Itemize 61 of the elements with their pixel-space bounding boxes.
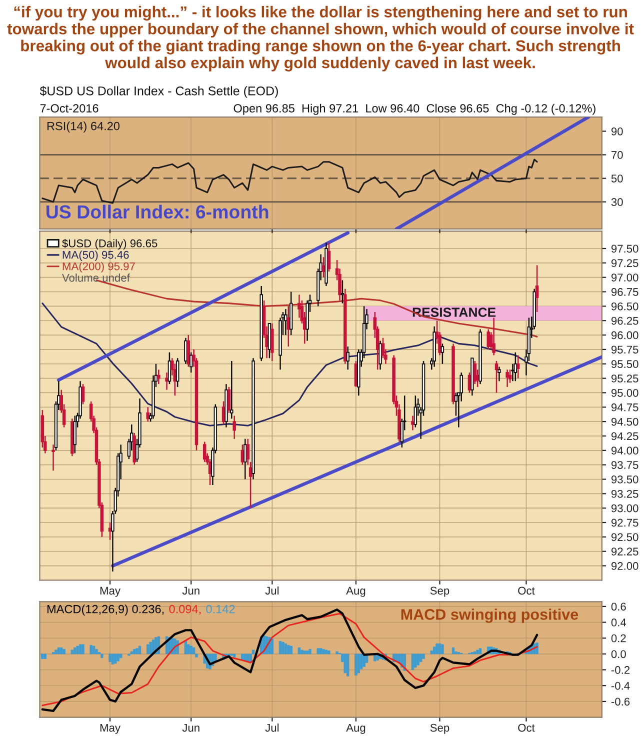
y-tick-label: 95.25 bbox=[611, 374, 638, 382]
y-tick-label: 0.0 bbox=[611, 650, 626, 658]
y-tick-label: 93.00 bbox=[611, 504, 638, 512]
y-tick-label: -0.2 bbox=[611, 666, 630, 674]
y-tick-label: 94.50 bbox=[611, 418, 638, 426]
y-tick-label: 30 bbox=[611, 198, 623, 206]
text: 0.094, bbox=[169, 604, 201, 615]
x-tick-label: May bbox=[100, 586, 120, 597]
chart-subtitle: $USD US Dollar Index - Cash Settle (EOD) bbox=[40, 86, 278, 98]
y-tick-label: 94.25 bbox=[611, 432, 638, 440]
y-tick-label: 92.50 bbox=[611, 533, 638, 542]
chart-title: “if you try you might...” - it looks like the dollar is stengthening here and set to run towards the upper boundary of the channel shown, which would of course involve it breaking out of the giant trading range shown on the 6-year chart. Such strength would also explain why gold suddenly caved in last week. bbox=[7, 6, 634, 72]
y-tick-label: 93.25 bbox=[611, 490, 638, 498]
y-tick-label: 94.00 bbox=[611, 446, 638, 455]
y-tick-label: 97.50 bbox=[611, 244, 638, 253]
y-tick-label: 96.00 bbox=[611, 331, 638, 340]
x-tick-label: Jun bbox=[182, 724, 200, 732]
legend-label: MA(200) 95.97 bbox=[62, 262, 135, 272]
x-tick-label: Sep bbox=[430, 586, 450, 597]
y-tick-label: 90 bbox=[611, 127, 623, 136]
y-tick-label: 94.75 bbox=[611, 403, 638, 412]
y-tick-label: 70 bbox=[611, 151, 623, 159]
x-tick-label: Aug bbox=[346, 586, 366, 597]
annotation: MACD swinging positive bbox=[401, 608, 578, 623]
x-tick-label: Oct bbox=[518, 724, 535, 732]
legend-label: $USD (Daily) 96.65 bbox=[62, 238, 158, 250]
y-tick-label: 97.00 bbox=[611, 274, 638, 282]
x-tick-label: Sep bbox=[430, 724, 450, 734]
y-tick-label: 96.25 bbox=[611, 316, 638, 325]
y-tick-label: 95.75 bbox=[611, 346, 638, 354]
x-tick-label: Jun bbox=[182, 586, 200, 595]
annotation: Volume undef bbox=[62, 274, 130, 282]
y-tick-label: 95.00 bbox=[611, 388, 638, 397]
x-tick-label: Oct bbox=[518, 586, 535, 595]
x-tick-label: May bbox=[100, 724, 120, 734]
y-tick-label: 0.4 bbox=[611, 618, 626, 626]
band-label: RESISTANCE bbox=[412, 308, 496, 317]
annotation: US Dollar Index: 6-month bbox=[46, 204, 268, 219]
y-tick-label: 0.2 bbox=[611, 634, 626, 642]
series-label: MACD(12,26,9) 0.236, bbox=[47, 604, 164, 616]
y-tick-label: 95.50 bbox=[611, 360, 638, 368]
y-tick-label: 97.25 bbox=[611, 259, 638, 268]
y-tick-label: 92.25 bbox=[611, 548, 638, 556]
y-tick-label: 96.75 bbox=[611, 288, 638, 296]
text: 0.142 bbox=[206, 604, 235, 614]
y-tick-label: 0.6 bbox=[611, 602, 626, 611]
text: RSI(14) 64.20 bbox=[47, 122, 120, 133]
y-tick-label: -0.4 bbox=[611, 682, 630, 690]
text: Open 96.85 High 97.21 Low 96.40 Close 96.65 Chg -0.12 (-0.12%) bbox=[234, 104, 596, 115]
y-tick-label: 92.75 bbox=[611, 518, 638, 527]
x-tick-label: Jul bbox=[265, 586, 279, 595]
x-tick-label: Aug bbox=[346, 724, 366, 734]
legend-label: MA(50) 95.46 bbox=[62, 250, 129, 261]
y-tick-label: 96.50 bbox=[611, 302, 638, 310]
x-tick-label: Jul bbox=[265, 724, 279, 732]
text: 7-Oct-2016 bbox=[40, 104, 98, 113]
y-tick-label: 93.75 bbox=[611, 461, 638, 469]
y-tick-label: 93.50 bbox=[611, 476, 638, 484]
y-tick-label: 50 bbox=[611, 174, 623, 182]
y-tick-label: 92.00 bbox=[611, 562, 638, 570]
y-tick-label: -0.6 bbox=[611, 698, 630, 706]
